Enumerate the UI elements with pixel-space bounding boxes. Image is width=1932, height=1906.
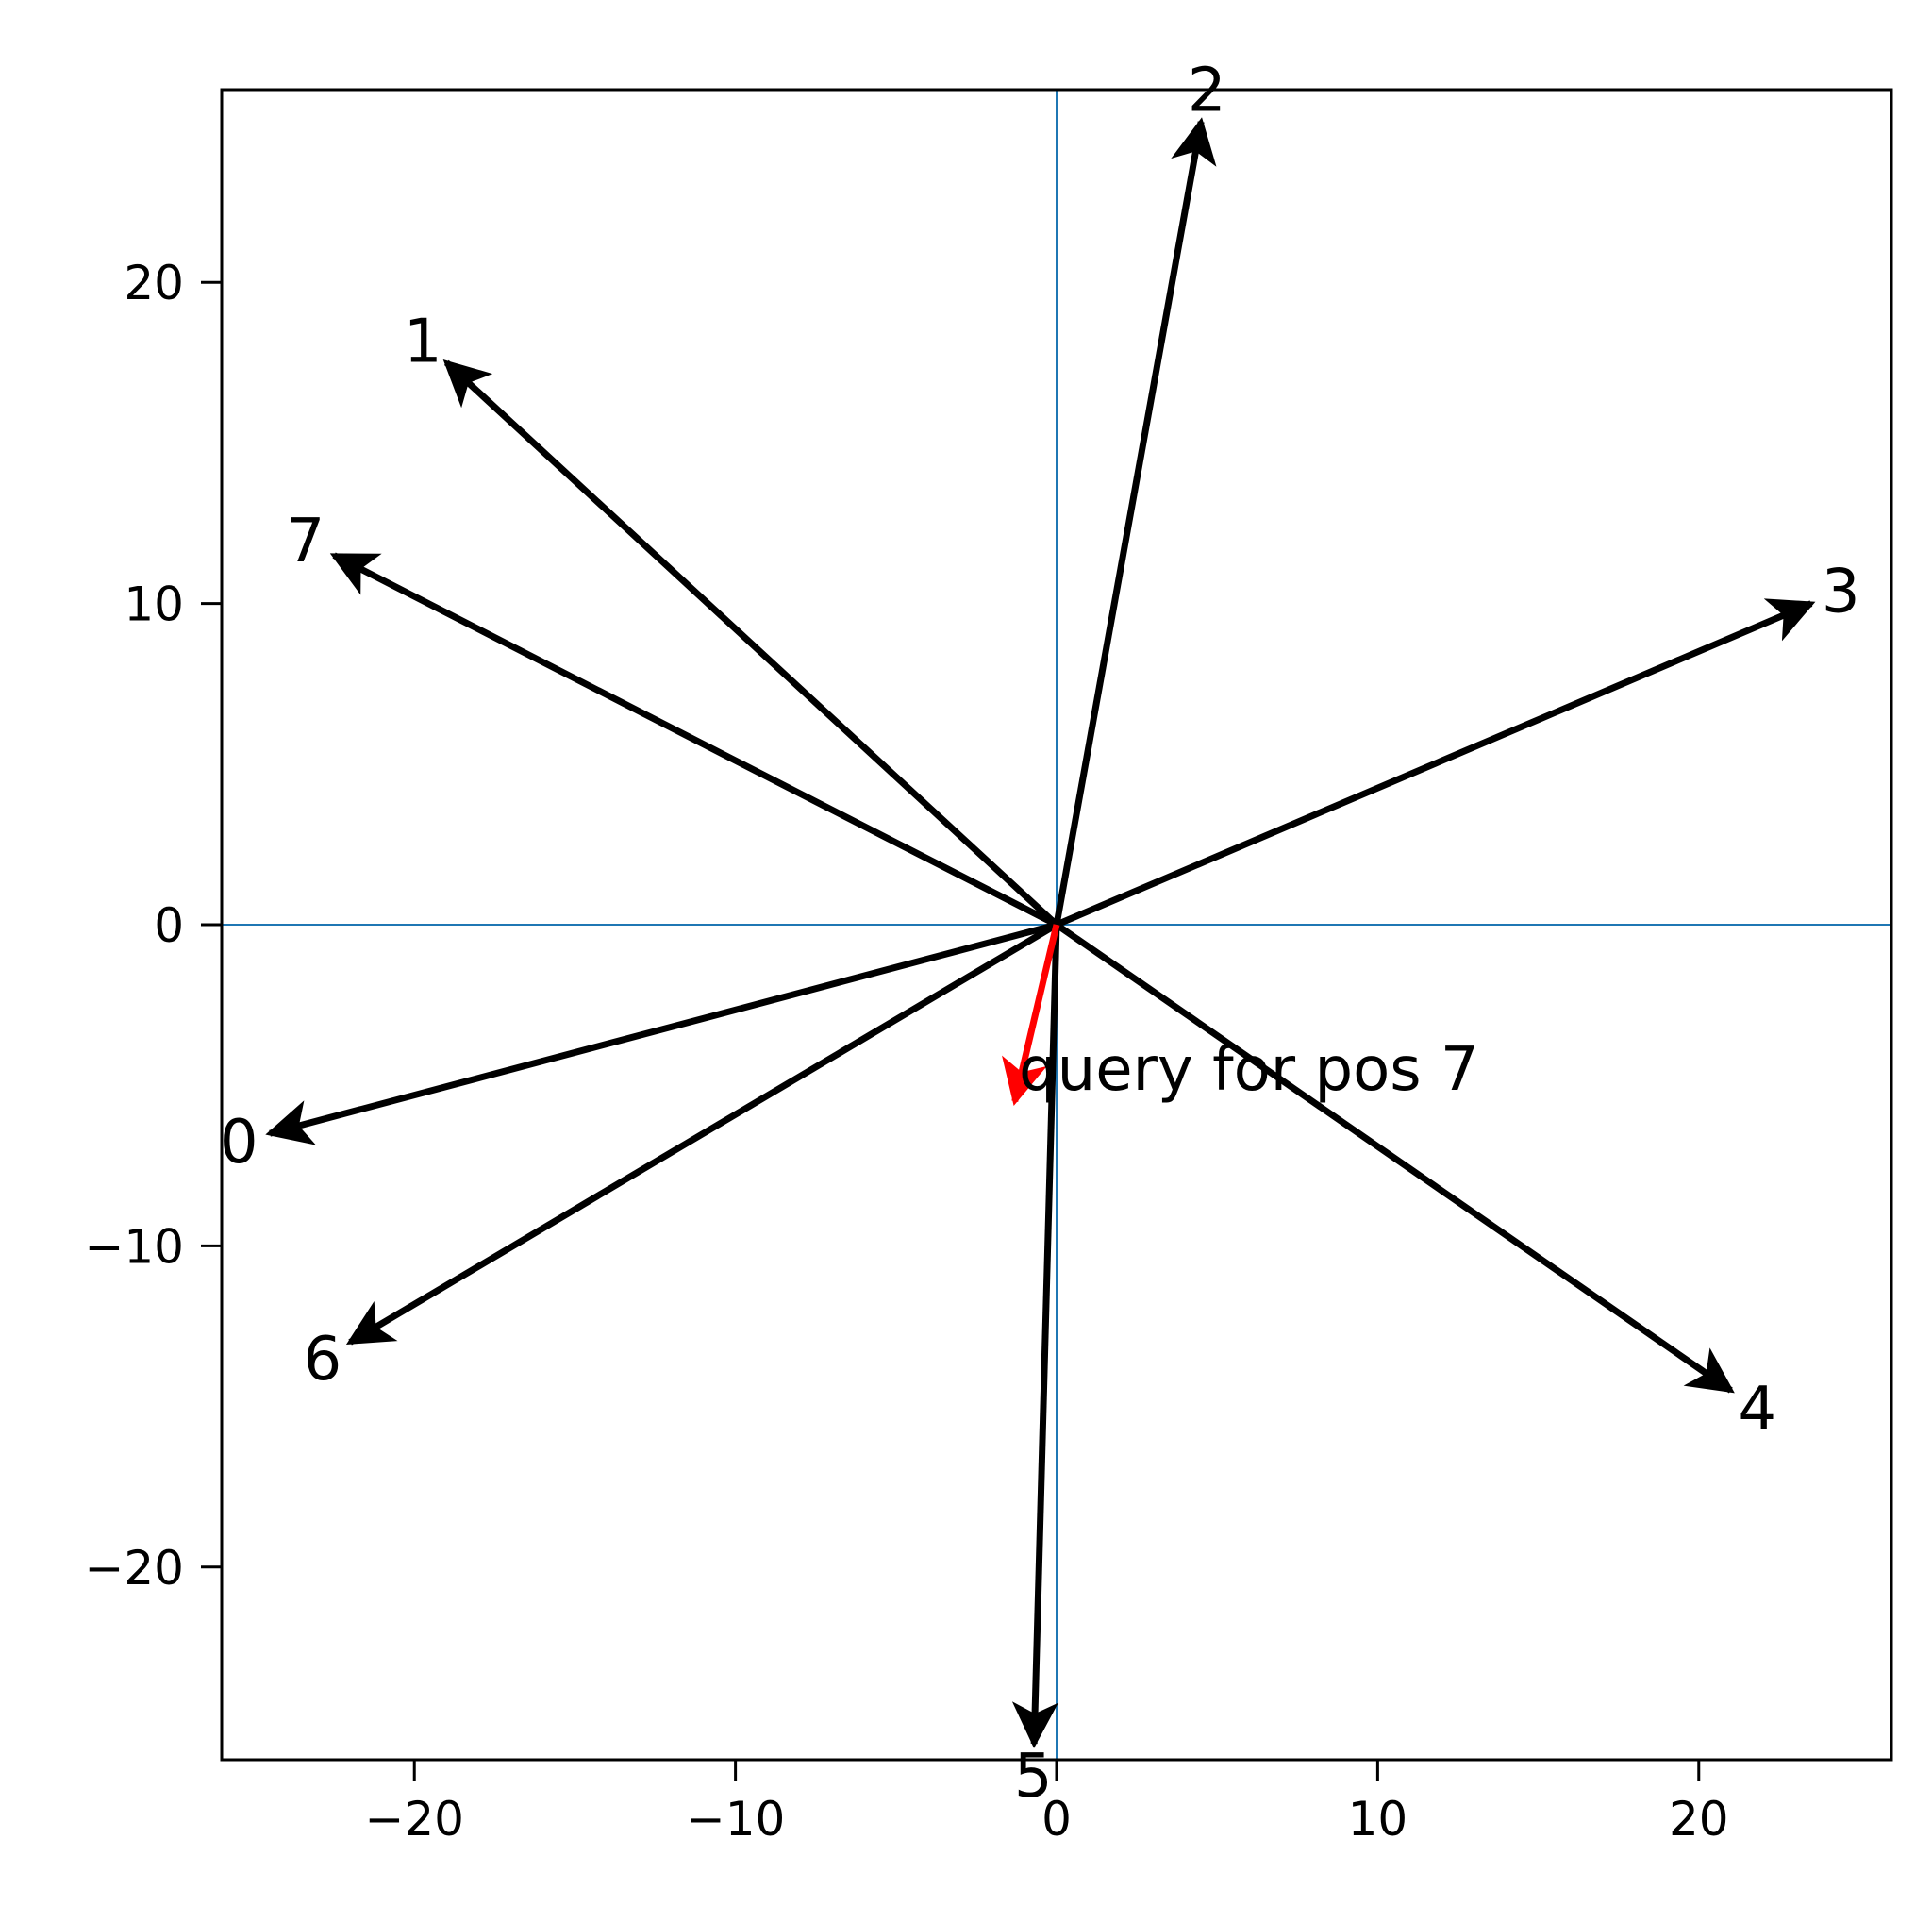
vector-label-3: 3 — [1822, 557, 1860, 627]
x-tick-label: −10 — [686, 1792, 786, 1847]
vector-label-7: 7 — [287, 507, 325, 577]
x-tick-label: 10 — [1348, 1792, 1408, 1847]
x-tick-label: −20 — [364, 1792, 464, 1847]
y-tick-label: 0 — [154, 898, 184, 953]
vector-arrow-6 — [345, 921, 1058, 1346]
vector-label-0: 0 — [220, 1108, 258, 1178]
vector-label-4: 4 — [1738, 1375, 1776, 1445]
vector-arrow-1 — [442, 359, 1059, 928]
vector-label-5: 5 — [1014, 1742, 1053, 1812]
vector-arrow-5 — [1011, 924, 1060, 1748]
vector-arrow-4 — [1055, 922, 1735, 1394]
query-label: query for pos 7 — [1019, 1035, 1479, 1105]
vector-label-1: 1 — [404, 307, 442, 376]
query-arrow — [1002, 924, 1060, 1106]
y-tick-label: 20 — [124, 256, 184, 310]
y-tick-label: −10 — [84, 1219, 184, 1274]
vector-arrow-3 — [1055, 598, 1816, 928]
vector-arrow-7 — [329, 552, 1058, 928]
y-tick-label: 10 — [124, 577, 184, 632]
x-tick-label: 20 — [1669, 1792, 1729, 1847]
x-tick-label: 0 — [1041, 1792, 1072, 1847]
y-tick-label: −20 — [84, 1541, 184, 1596]
vector-arrow-2 — [1053, 117, 1217, 926]
vector-label-2: 2 — [1188, 57, 1226, 126]
vector-label-6: 6 — [304, 1325, 342, 1395]
vector-arrow-0 — [265, 921, 1058, 1145]
